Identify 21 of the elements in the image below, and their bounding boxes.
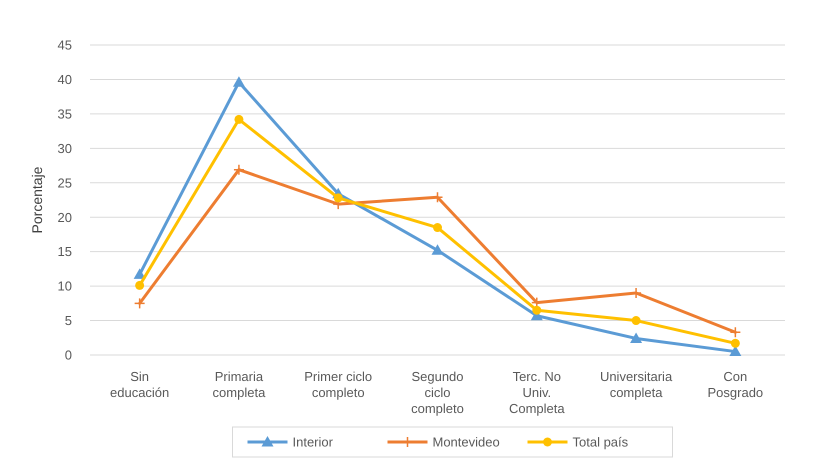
x-tick-label: Primer ciclo completo	[304, 369, 372, 400]
x-tick-label: Con Posgrado	[708, 369, 764, 400]
x-tick-label: Segundo ciclo completo	[411, 369, 464, 416]
y-tick-label: 10	[58, 278, 72, 294]
legend-label: Montevideo	[432, 434, 500, 450]
legend-label: Total país	[572, 434, 629, 450]
legend-label: Interior	[292, 434, 334, 450]
y-tick-label: 5	[64, 313, 72, 328]
x-tick-label: Primaria completa	[212, 369, 266, 400]
y-tick-label: 0	[64, 348, 72, 363]
y-tick-label: 20	[58, 210, 72, 225]
y-axis-title: Porcentaje	[29, 166, 45, 234]
x-tick-label: Terc. No Univ. Completa	[508, 369, 566, 416]
x-tick-label: Sin educación	[110, 369, 170, 400]
y-tick-label: 30	[58, 140, 72, 156]
y-tick-label: 35	[58, 106, 72, 122]
y-tick-label: 25	[58, 175, 72, 190]
x-tick-label: Universitaria completa	[600, 369, 673, 400]
y-tick-label: 40	[58, 72, 72, 87]
y-tick-label: 15	[58, 244, 72, 260]
y-tick-label: 45	[58, 38, 72, 53]
